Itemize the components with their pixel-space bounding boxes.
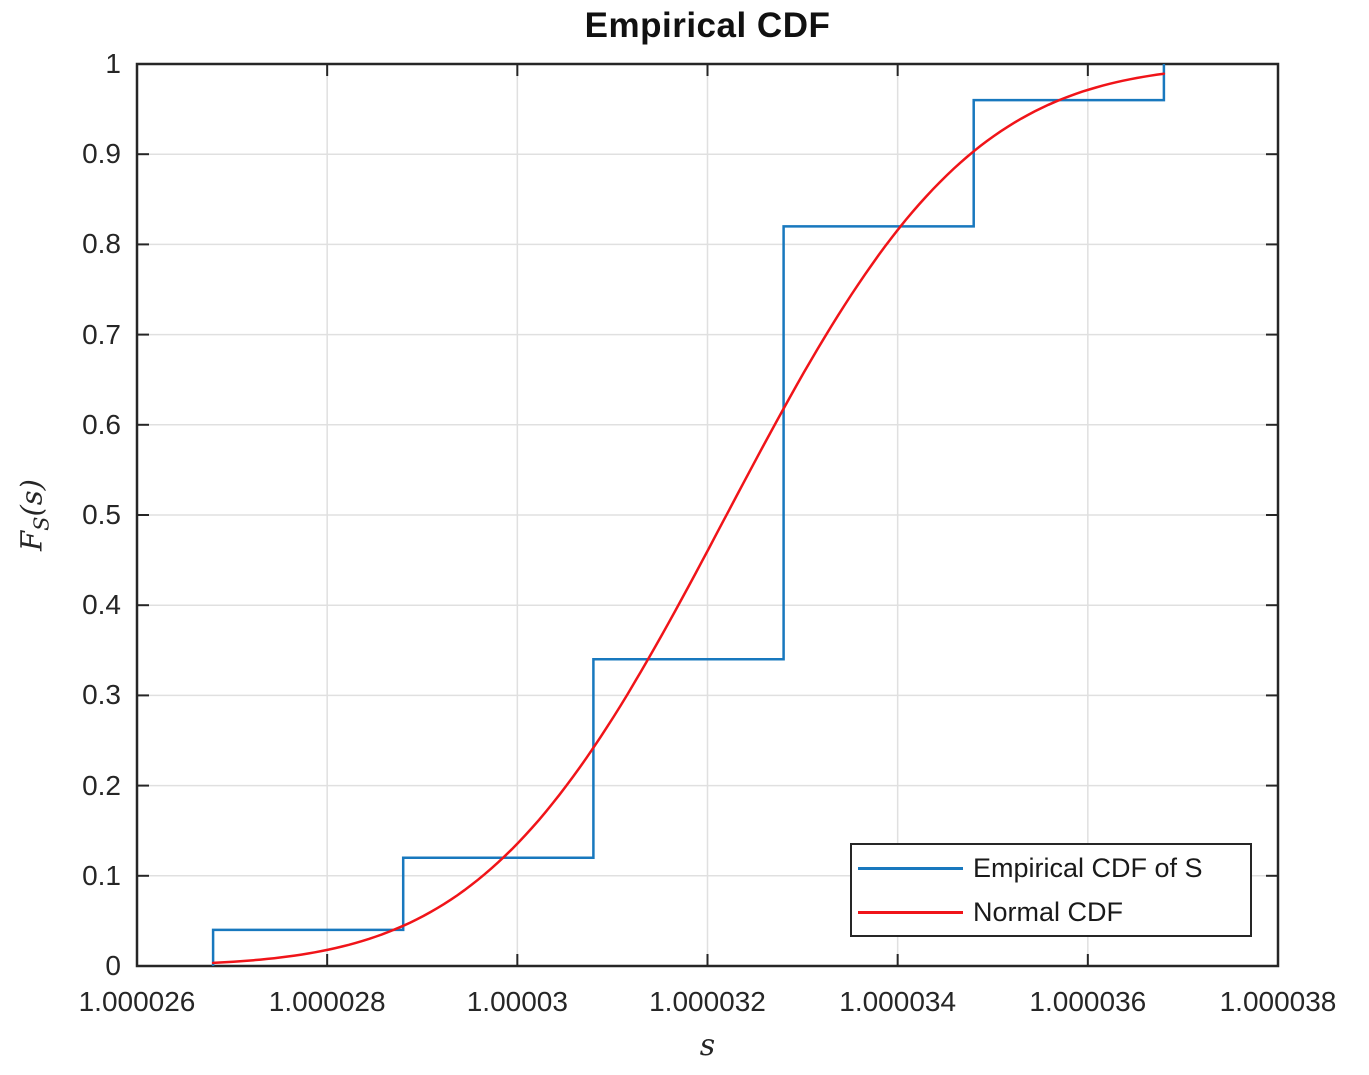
y-tick-label: 0.3: [82, 679, 121, 711]
x-tick-label: 1.000028: [268, 986, 386, 1017]
y-tick-label: 0.9: [82, 138, 121, 170]
y-tick-label: 1: [105, 48, 121, 79]
chart-title: Empirical CDF: [584, 6, 831, 45]
legend-entry-normal: Normal CDF: [852, 890, 1250, 934]
x-tick-label: 1.00003: [466, 986, 568, 1017]
x-axis-label: s: [699, 1028, 716, 1063]
y-tick-label: 0.1: [82, 859, 121, 891]
y-axis-label-base: F: [14, 530, 49, 551]
legend-label: Empirical CDF of S: [973, 852, 1203, 883]
y-tick-label: 0.4: [82, 589, 121, 621]
y-tick-label: 0.2: [82, 769, 121, 801]
legend-line-sample-blue: [858, 866, 963, 870]
y-tick-label: 0.8: [82, 228, 121, 260]
empirical-cdf-steps: [211, 64, 1166, 966]
legend-entry-empirical: Empirical CDF of S: [852, 846, 1250, 890]
legend-label: Normal CDF: [973, 896, 1124, 927]
y-tick-label: 0.5: [82, 499, 121, 530]
legend: Empirical CDF of S Normal CDF: [850, 843, 1252, 937]
normal-cdf-curve: [211, 72, 1166, 965]
x-tick-label: 1.000034: [839, 986, 957, 1017]
x-tick-label: 1.000032: [649, 986, 766, 1017]
y-tick-label: 0.6: [82, 408, 121, 440]
x-tick-label: 1.000026: [78, 986, 196, 1017]
y-tick-label: 0: [105, 950, 121, 981]
x-tick-label: 1.000036: [1029, 986, 1147, 1017]
legend-line-sample-red: [858, 910, 963, 914]
x-tick-label: 1.000038: [1219, 986, 1337, 1017]
y-tick-label: 0.7: [82, 318, 121, 350]
